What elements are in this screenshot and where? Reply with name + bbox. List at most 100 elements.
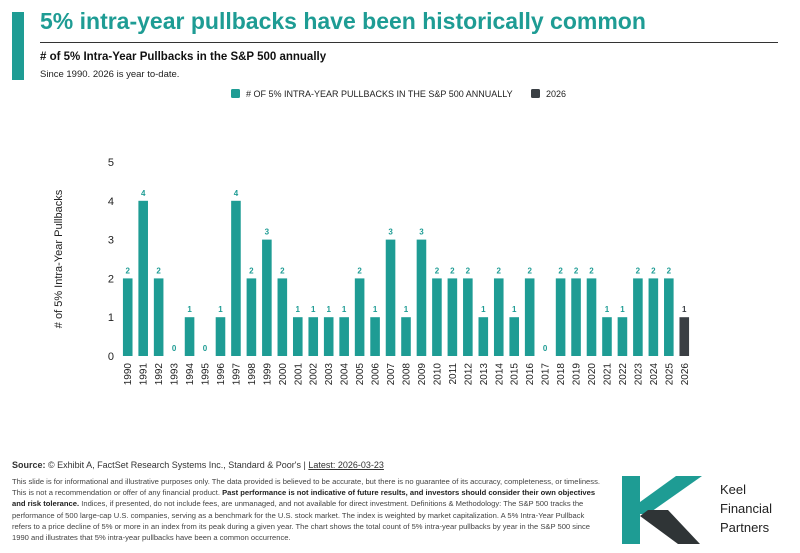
x-tick-label-1997: 1997 bbox=[231, 363, 242, 386]
logo-mark-lower-arm bbox=[640, 510, 700, 544]
page-title: 5% intra-year pullbacks have been histor… bbox=[40, 8, 646, 34]
data-label-1996: 1 bbox=[218, 305, 223, 314]
legend-swatch-pullbacks bbox=[231, 89, 240, 98]
bar-2003 bbox=[323, 317, 334, 356]
data-label-1997: 4 bbox=[234, 189, 239, 198]
bar-2009 bbox=[416, 239, 427, 356]
x-tick-label-1996: 1996 bbox=[216, 363, 227, 386]
data-label-2011: 2 bbox=[450, 266, 455, 275]
data-label-2017: 0 bbox=[543, 344, 548, 353]
x-tick-label-2002: 2002 bbox=[309, 363, 320, 386]
x-tick-label-2011: 2011 bbox=[448, 363, 459, 385]
x-tick-label-2025: 2025 bbox=[664, 363, 675, 386]
x-tick-label-2008: 2008 bbox=[402, 363, 413, 386]
y-tick-label: 4 bbox=[108, 196, 114, 208]
logo-line-2: Financial bbox=[720, 501, 773, 516]
logo-line-3: Partners bbox=[720, 520, 770, 535]
data-label-1991: 4 bbox=[141, 189, 146, 198]
x-tick-label-1991: 1991 bbox=[139, 363, 150, 386]
x-tick-label-2018: 2018 bbox=[556, 363, 567, 386]
disclaimer-bold: Past performance is not indicative of fu… bbox=[12, 488, 596, 509]
bar-2000 bbox=[277, 278, 288, 356]
bar-1998 bbox=[246, 278, 257, 356]
x-tick-label-1992: 1992 bbox=[154, 363, 165, 386]
company-logo: Keel Financial Partners bbox=[622, 476, 792, 544]
legend-swatch-2026 bbox=[531, 89, 540, 98]
data-label-2000: 2 bbox=[280, 266, 285, 275]
x-tick-label-2015: 2015 bbox=[510, 363, 521, 386]
x-tick-label-1994: 1994 bbox=[185, 363, 196, 386]
data-label-2015: 1 bbox=[512, 305, 517, 314]
x-tick-label-2019: 2019 bbox=[572, 363, 583, 386]
disclaimer-part-1: This slide is for informational and illu… bbox=[12, 477, 600, 498]
bar-1990 bbox=[122, 278, 133, 356]
bar-2007 bbox=[385, 239, 396, 356]
bar-chart: # OF 5% INTRA-YEAR PULLBACKS IN THE S&P … bbox=[53, 89, 691, 386]
bar-2002 bbox=[308, 317, 319, 356]
data-label-2026: 1 bbox=[682, 305, 687, 314]
data-label-2021: 1 bbox=[605, 305, 610, 314]
bar-2012 bbox=[463, 278, 473, 356]
y-tick-label: 1 bbox=[108, 312, 114, 324]
data-label-2006: 1 bbox=[373, 305, 378, 314]
data-label-1999: 3 bbox=[265, 228, 270, 237]
y-tick-label: 5 bbox=[108, 157, 114, 169]
x-tick-label-2021: 2021 bbox=[602, 363, 613, 386]
legend-label-pullbacks: # OF 5% INTRA-YEAR PULLBACKS IN THE S&P … bbox=[246, 89, 513, 99]
data-label-2023: 2 bbox=[636, 266, 641, 275]
latest-date-link[interactable]: Latest: 2026-03-23 bbox=[308, 460, 384, 470]
x-tick-label-2014: 2014 bbox=[494, 363, 505, 386]
x-tick-label-2024: 2024 bbox=[649, 363, 660, 386]
logo-mark-stem bbox=[622, 476, 640, 544]
bar-2019 bbox=[571, 278, 581, 356]
data-label-2013: 1 bbox=[481, 305, 486, 314]
x-tick-label-2012: 2012 bbox=[463, 363, 474, 386]
data-label-2002: 1 bbox=[311, 305, 316, 314]
data-label-2016: 2 bbox=[527, 266, 532, 275]
y-tick-label: 2 bbox=[108, 273, 114, 285]
x-tick-label-1998: 1998 bbox=[247, 363, 258, 386]
data-label-2007: 3 bbox=[388, 228, 393, 237]
chart-subtitle: # of 5% Intra-Year Pullbacks in the S&P … bbox=[40, 51, 327, 63]
source-line: Source: © Exhibit A, FactSet Research Sy… bbox=[12, 460, 384, 470]
x-tick-label-1995: 1995 bbox=[201, 363, 212, 386]
chart-note: Since 1990. 2026 is year to-date. bbox=[40, 69, 180, 80]
data-label-2012: 2 bbox=[466, 266, 471, 275]
logo-wordmark: Keel Financial Partners bbox=[720, 480, 772, 537]
bar-2021 bbox=[602, 317, 612, 356]
x-tick-label-2000: 2000 bbox=[278, 363, 289, 386]
x-tick-label-2010: 2010 bbox=[432, 363, 443, 386]
bar-2018 bbox=[555, 278, 566, 356]
data-label-2005: 2 bbox=[357, 266, 362, 275]
data-label-2003: 1 bbox=[326, 305, 331, 314]
data-label-2025: 2 bbox=[667, 266, 672, 275]
data-label-2009: 3 bbox=[419, 228, 424, 237]
y-axis-title: # of 5% Intra-Year Pullbacks bbox=[53, 189, 65, 328]
x-tick-label-2017: 2017 bbox=[541, 363, 552, 386]
data-label-1998: 2 bbox=[249, 266, 254, 275]
data-label-1993: 0 bbox=[172, 344, 177, 353]
bar-2015 bbox=[509, 317, 520, 356]
bar-2013 bbox=[478, 317, 489, 356]
x-tick-label-2020: 2020 bbox=[587, 363, 598, 386]
bar-2011 bbox=[447, 278, 458, 356]
source-label: Source: bbox=[12, 460, 46, 470]
bar-2008 bbox=[401, 317, 411, 356]
title-accent-bar bbox=[12, 12, 24, 80]
logo-mark-upper-arm bbox=[640, 476, 702, 514]
bar-2014 bbox=[493, 278, 504, 356]
data-label-2014: 2 bbox=[497, 266, 502, 275]
x-tick-label-2001: 2001 bbox=[293, 363, 304, 386]
data-label-2004: 1 bbox=[342, 305, 347, 314]
bar-1996 bbox=[215, 317, 226, 356]
data-label-2018: 2 bbox=[558, 266, 563, 275]
bar-2010 bbox=[432, 278, 442, 356]
bar-2020 bbox=[586, 278, 597, 356]
bar-2022 bbox=[617, 317, 628, 356]
title-divider bbox=[40, 42, 778, 43]
legend-label-2026: 2026 bbox=[546, 89, 566, 99]
bar-1997 bbox=[231, 200, 241, 356]
keel-logo-mark bbox=[622, 476, 702, 544]
data-label-1992: 2 bbox=[156, 266, 161, 275]
x-tick-label-2013: 2013 bbox=[479, 363, 490, 386]
